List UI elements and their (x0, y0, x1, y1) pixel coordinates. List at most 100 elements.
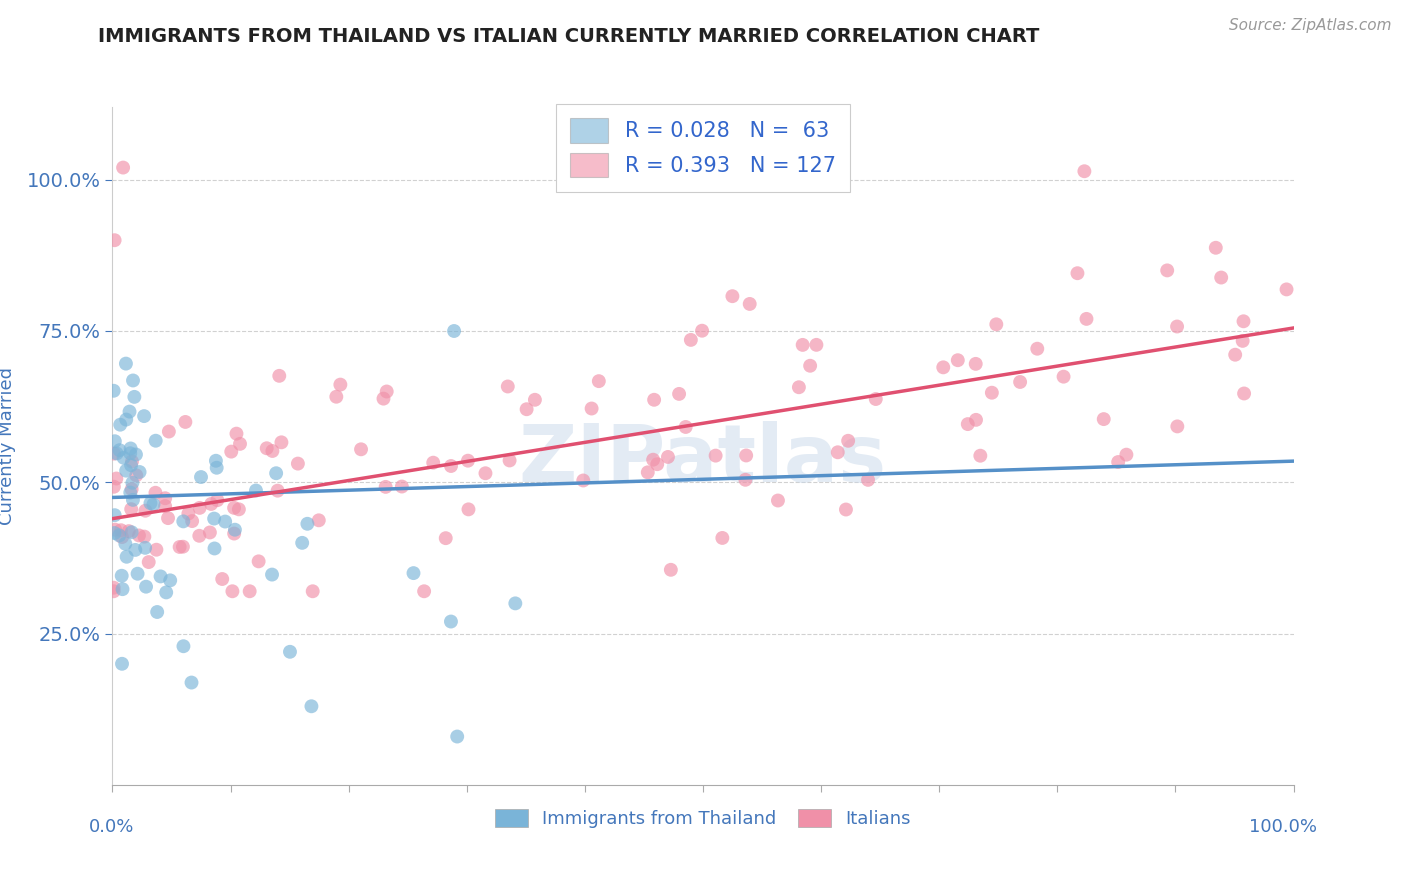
Point (980, 385, 1002, 400)
Point (112, 161, 135, 175)
Point (735, 449, 758, 463)
Point (1156, 263, 1178, 277)
Point (115, 412, 138, 426)
Point (204, 541, 226, 556)
Point (214, 515, 236, 529)
Point (172, 540, 194, 554)
Point (112, 450, 135, 465)
Point (668, 387, 690, 401)
Point (505, 596, 527, 610)
Point (121, 475, 143, 490)
Point (103, 384, 125, 398)
Point (138, 555, 160, 569)
Point (835, 502, 858, 516)
Point (200, 497, 222, 511)
Text: ZIPatlas: ZIPatlas (519, 420, 887, 499)
Point (225, 426, 247, 441)
Point (181, 514, 204, 528)
Point (120, 485, 142, 500)
Point (198, 525, 221, 540)
Point (122, 374, 145, 388)
Point (734, 473, 756, 487)
Point (169, 540, 191, 554)
Point (120, 458, 142, 473)
Point (301, 699, 323, 714)
Point (111, 568, 134, 582)
Point (643, 392, 665, 407)
Point (139, 496, 162, 510)
Point (134, 530, 156, 544)
Point (134, 504, 156, 518)
Point (135, 580, 157, 594)
Point (221, 584, 243, 599)
Point (827, 445, 849, 459)
Text: 0.0%: 0.0% (89, 819, 134, 837)
Point (134, 541, 156, 555)
Point (637, 466, 659, 480)
Point (103, 584, 125, 599)
Point (738, 297, 761, 311)
Point (108, 417, 131, 432)
Point (103, 581, 125, 595)
Point (675, 420, 697, 434)
Point (1232, 314, 1254, 328)
Point (496, 379, 519, 393)
Point (373, 392, 395, 406)
Point (422, 456, 444, 470)
Point (1107, 455, 1129, 469)
Point (145, 434, 167, 448)
Point (153, 499, 176, 513)
Point (270, 435, 292, 450)
Point (108, 443, 131, 458)
Point (516, 402, 538, 417)
Point (118, 524, 141, 538)
Point (792, 338, 814, 352)
Point (588, 374, 610, 388)
Point (111, 530, 134, 544)
Point (287, 457, 309, 471)
Point (115, 549, 138, 564)
Point (103, 526, 125, 541)
Point (124, 390, 146, 404)
Point (224, 523, 246, 537)
Point (247, 554, 270, 568)
Point (1052, 369, 1074, 384)
Point (402, 566, 425, 581)
Point (711, 531, 734, 545)
Legend: R = 0.028   N =  63, R = 0.393   N = 127: R = 0.028 N = 63, R = 0.393 N = 127 (555, 103, 851, 192)
Point (104, 233, 127, 247)
Point (690, 324, 713, 338)
Point (202, 511, 225, 525)
Point (125, 448, 148, 462)
Point (1275, 282, 1298, 296)
Point (145, 542, 167, 557)
Point (142, 497, 165, 511)
Point (122, 492, 145, 507)
Point (245, 483, 267, 498)
Point (256, 442, 278, 456)
Point (278, 645, 301, 659)
Point (375, 384, 398, 399)
Point (474, 467, 496, 481)
Point (308, 513, 330, 527)
Point (228, 502, 250, 516)
Point (865, 392, 887, 406)
Point (986, 318, 1008, 332)
Point (115, 357, 138, 371)
Point (440, 458, 463, 473)
Point (1166, 319, 1188, 334)
Point (413, 584, 436, 599)
Point (128, 528, 150, 542)
Point (572, 474, 595, 488)
Point (799, 359, 821, 373)
Point (457, 502, 479, 516)
Point (177, 507, 200, 521)
Point (120, 446, 142, 460)
Point (155, 585, 177, 599)
Point (174, 415, 197, 429)
Point (207, 493, 229, 508)
Point (291, 536, 314, 550)
Point (1092, 412, 1115, 426)
Point (440, 615, 463, 629)
Point (643, 452, 665, 467)
